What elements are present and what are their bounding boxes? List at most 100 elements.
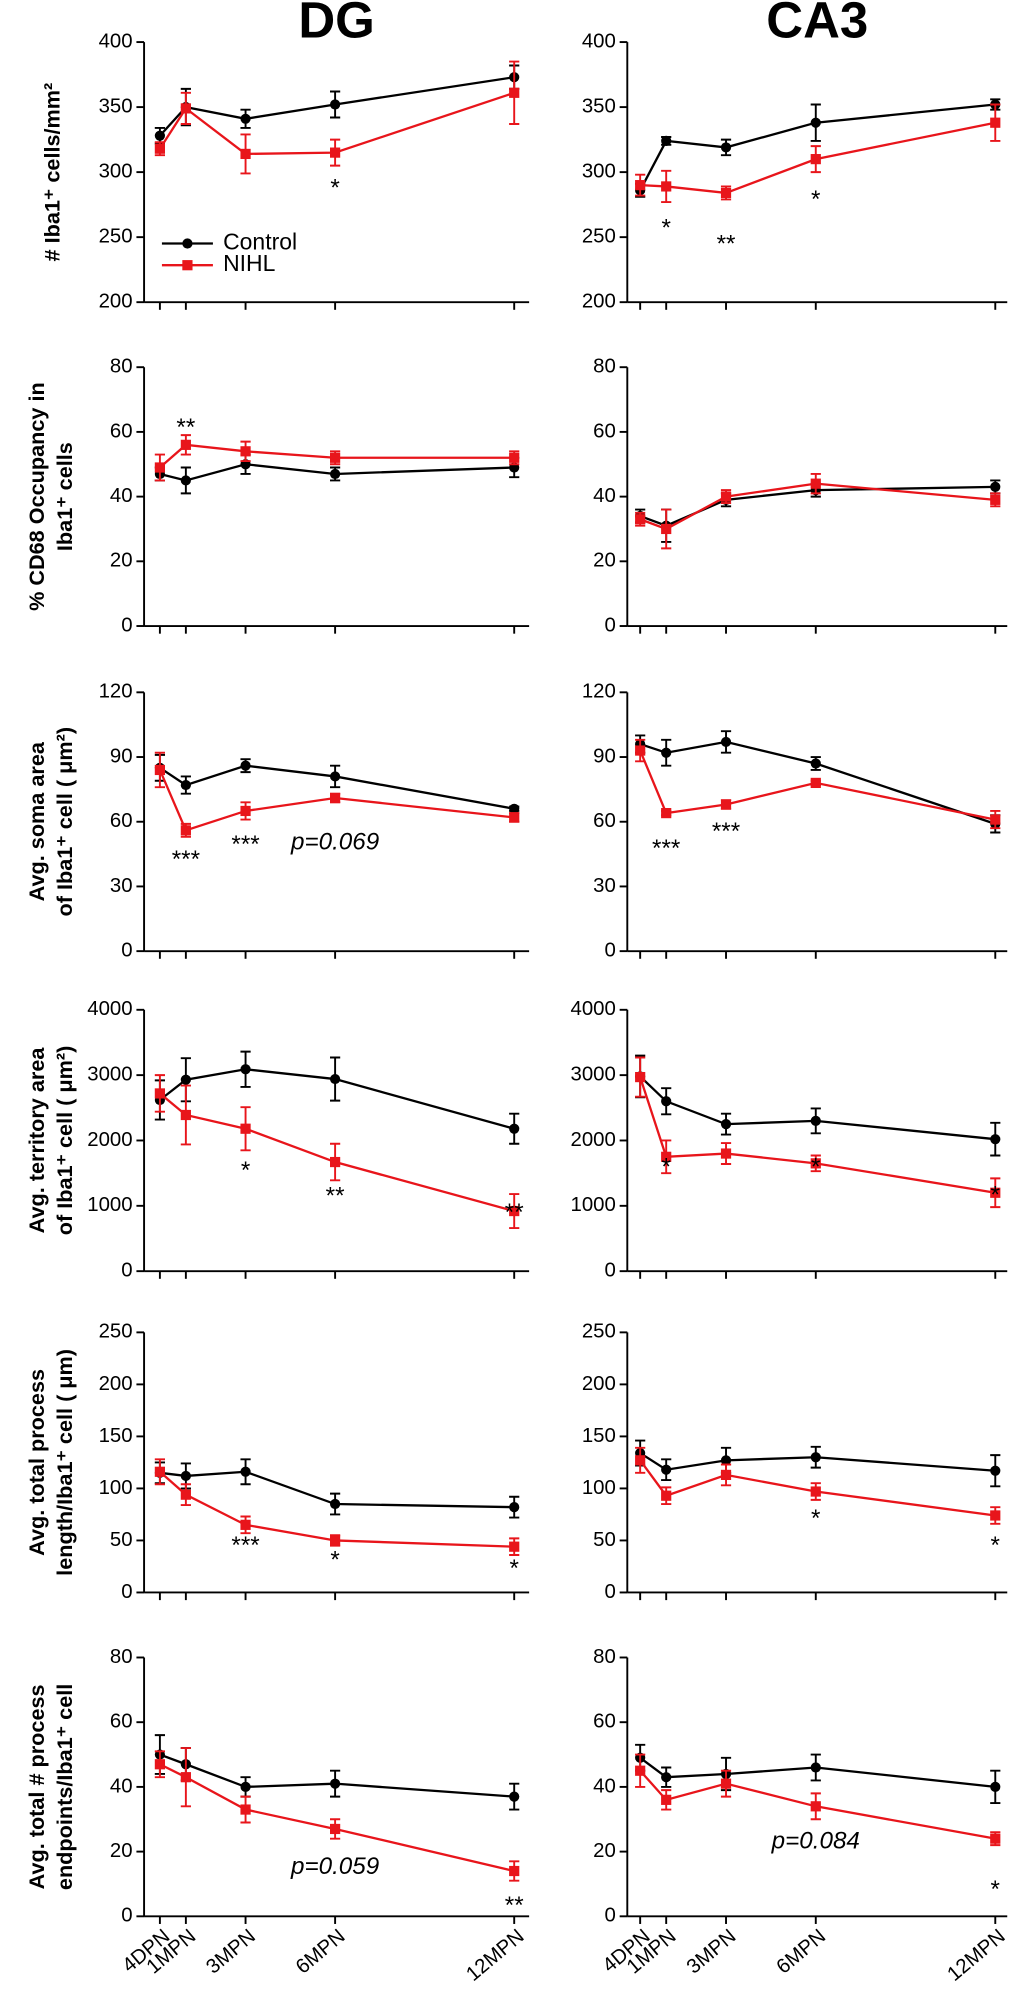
y-tick-label: 40 [593,1775,616,1797]
marker [240,1781,251,1793]
marker [990,1781,1001,1793]
marker [720,1119,732,1130]
y-tick-label: 4000 [87,998,132,1020]
marker [180,1109,191,1121]
y-tick-label: 50 [593,1529,616,1551]
marker [661,1096,672,1107]
y-tick-label: 60 [593,810,616,832]
marker [810,1801,821,1812]
y-tick-label: 4000 [570,998,615,1020]
marker [240,148,251,160]
marker [330,1073,341,1085]
marker [240,446,251,457]
x-tick-label: 3MPN [683,1925,741,1978]
y-tick-label: 0 [121,614,132,636]
marker [661,1490,672,1501]
marker [180,825,191,836]
y-tick-label: 120 [99,681,133,703]
marker [661,135,672,147]
marker [990,1510,1001,1521]
y-tick-label: 30 [593,875,616,897]
marker [661,523,672,535]
marker [810,1486,821,1497]
annotation: *** [652,835,681,862]
y-tick-label: 250 [582,1321,616,1343]
marker [240,805,251,817]
y-tick-label: 2000 [87,1129,132,1151]
annotation: * [811,186,821,213]
marker [661,1772,672,1783]
annotation: * [991,1532,1001,1559]
marker [635,514,646,525]
marker [990,481,1001,493]
y-tick-label: 200 [582,1373,616,1395]
marker [720,1469,732,1481]
marker [635,1455,646,1466]
marker [661,808,672,819]
y-axis-label: Avg. total # process [24,1684,49,1889]
annotation: * [509,1555,519,1582]
marker [240,1064,251,1075]
annotation: p=0.059 [290,1853,379,1880]
annotation: ** [176,414,195,441]
marker [810,117,821,128]
y-tick-label: 0 [121,1581,132,1603]
y-axis-label: endpoints/Iba1⁺ cell [52,1684,77,1890]
marker [330,147,341,158]
annotation: * [241,1157,251,1184]
y-tick-label: 100 [99,1477,133,1499]
marker [180,439,191,450]
y-axis-label: Avg. total process [24,1369,49,1556]
marker [810,478,821,489]
marker [720,491,732,502]
marker [720,1455,732,1466]
annotation: *** [231,1532,260,1559]
y-tick-label: 20 [110,1840,133,1862]
marker [330,468,341,480]
marker [810,777,821,789]
y-tick-label: 60 [593,1711,616,1733]
marker [810,1115,821,1126]
marker [509,803,520,814]
y-axis-label: Iba1⁺ cells [52,442,77,551]
y-axis-label: of Iba1⁺ cell ( μm²) [52,1046,77,1236]
marker [240,1519,251,1530]
marker [182,238,193,249]
annotation: ** [505,1892,524,1919]
marker [154,764,165,776]
marker [180,103,191,114]
y-tick-label: 0 [121,940,132,962]
y-tick-label: 80 [110,1646,133,1668]
y-axis-label: length/Iba1⁺ cell ( μm) [52,1349,77,1576]
column-title: CA3 [766,0,868,49]
marker [990,1465,1001,1476]
y-axis-label: # Iba1⁺ cells/mm² [39,83,64,262]
marker [720,187,732,199]
marker [990,1134,1001,1145]
x-tick-label: 6MPN [773,1925,831,1978]
marker [154,143,165,154]
marker [154,462,165,473]
marker [180,1772,191,1783]
marker [154,1088,165,1099]
marker [180,1489,191,1500]
column-title: DG [298,0,374,49]
y-tick-label: 30 [110,875,133,897]
y-axis-label: Avg. soma area [24,741,49,901]
y-tick-label: 60 [593,420,616,442]
marker [180,1074,191,1085]
marker [509,1123,520,1134]
y-tick-label: 40 [593,485,616,507]
marker [182,260,193,271]
x-tick-label: 6MPN [292,1925,350,1978]
y-tick-label: 80 [593,356,616,378]
marker [180,779,191,791]
annotation: p=0.084 [771,1827,860,1854]
y-tick-label: 150 [582,1425,616,1447]
marker [810,1158,821,1169]
y-tick-label: 100 [582,1477,616,1499]
marker [661,1794,672,1805]
annotation: * [661,1153,671,1180]
